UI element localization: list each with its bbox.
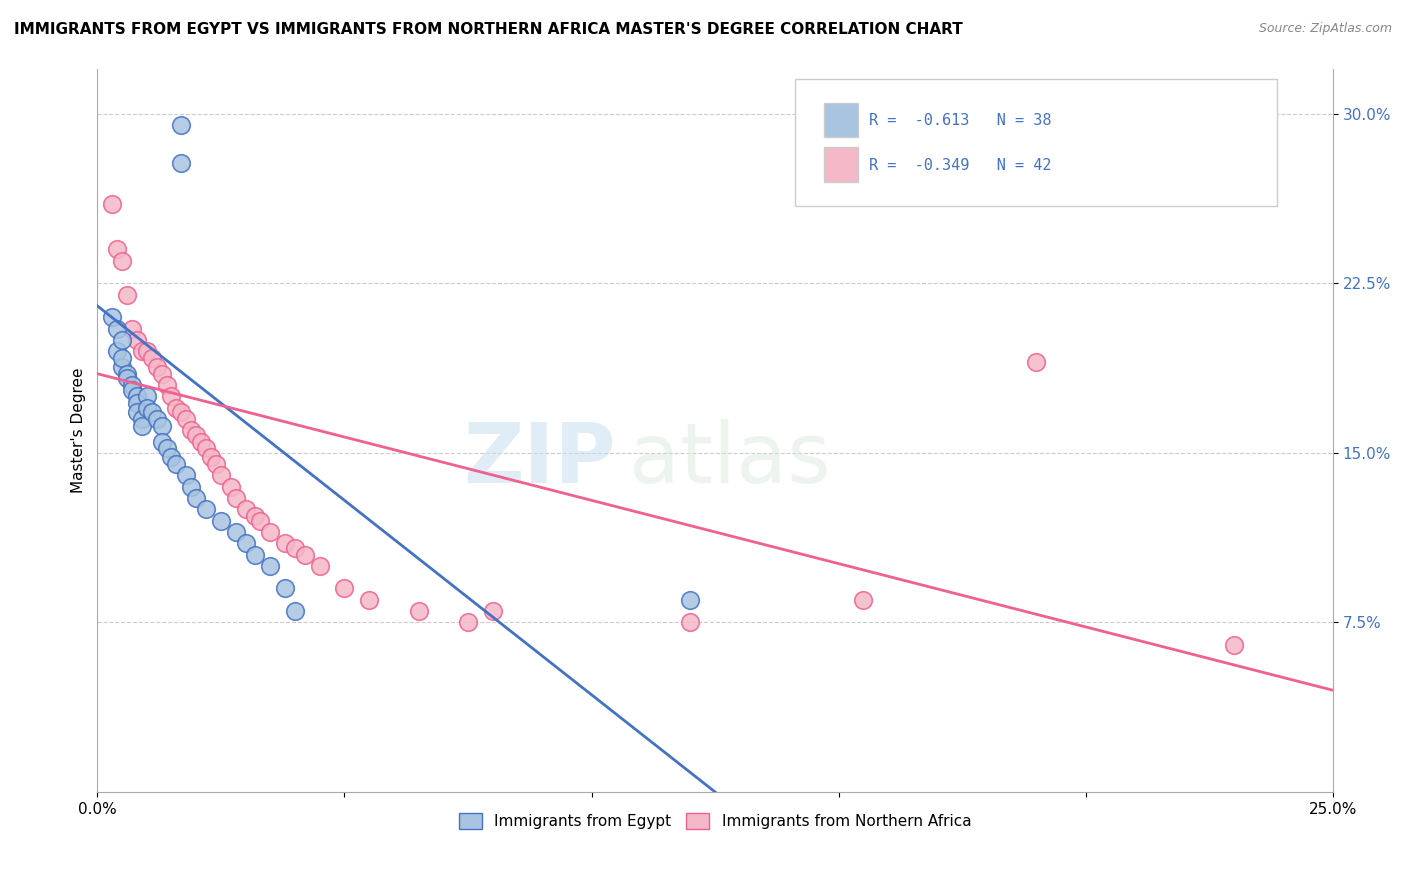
Point: [135, 401, 157, 415]
Point: [190, 434, 212, 449]
Point: [121, 383, 143, 397]
Point: [308, 558, 330, 573]
Text: Source: ZipAtlas.com: Source: ZipAtlas.com: [1258, 22, 1392, 36]
Point: [131, 418, 153, 433]
Point: [170, 405, 193, 419]
Point: [121, 321, 143, 335]
Point: [195, 502, 218, 516]
Point: [101, 197, 124, 211]
Point: [249, 514, 271, 528]
Text: atlas: atlas: [628, 418, 831, 500]
Point: [284, 541, 307, 555]
Point: [245, 548, 267, 562]
Point: [679, 592, 702, 607]
Point: [259, 524, 281, 539]
Point: [457, 615, 479, 630]
Point: [679, 615, 702, 630]
Point: [165, 457, 187, 471]
Point: [150, 434, 173, 449]
Point: [105, 344, 128, 359]
Point: [111, 359, 134, 374]
Point: [155, 378, 177, 392]
Point: [235, 536, 257, 550]
Point: [225, 491, 247, 505]
Point: [145, 412, 167, 426]
Text: ZIP: ZIP: [464, 418, 616, 500]
Text: R =  -0.613   N = 38: R = -0.613 N = 38: [869, 113, 1052, 128]
Legend: Immigrants from Egypt, Immigrants from Northern Africa: Immigrants from Egypt, Immigrants from N…: [453, 806, 977, 835]
Point: [165, 401, 187, 415]
Text: R =  -0.349   N = 42: R = -0.349 N = 42: [869, 158, 1052, 173]
Point: [205, 457, 228, 471]
Point: [115, 287, 138, 301]
Point: [111, 351, 134, 365]
Point: [284, 604, 307, 618]
Point: [141, 405, 163, 419]
Y-axis label: Master's Degree: Master's Degree: [72, 368, 86, 493]
Point: [294, 548, 316, 562]
Point: [115, 367, 138, 381]
Point: [105, 321, 128, 335]
Point: [225, 524, 247, 539]
Point: [125, 333, 148, 347]
FancyBboxPatch shape: [824, 103, 859, 137]
Point: [176, 412, 198, 426]
Point: [209, 514, 232, 528]
Point: [105, 243, 128, 257]
Point: [145, 359, 167, 374]
Point: [141, 351, 163, 365]
FancyBboxPatch shape: [796, 79, 1277, 206]
Point: [150, 418, 173, 433]
Point: [180, 480, 202, 494]
Point: [408, 604, 430, 618]
Point: [180, 423, 202, 437]
Point: [111, 253, 134, 268]
Point: [333, 582, 356, 596]
Point: [170, 118, 193, 132]
Point: [170, 156, 193, 170]
Point: [121, 378, 143, 392]
Point: [200, 450, 222, 465]
Point: [125, 405, 148, 419]
Point: [111, 333, 134, 347]
Point: [186, 491, 208, 505]
Point: [481, 604, 503, 618]
Point: [1223, 638, 1246, 652]
Point: [274, 536, 297, 550]
Point: [125, 389, 148, 403]
Point: [101, 310, 124, 325]
Point: [155, 442, 177, 456]
Point: [245, 509, 267, 524]
Point: [125, 396, 148, 410]
Point: [852, 592, 875, 607]
Point: [131, 412, 153, 426]
Point: [131, 344, 153, 359]
Point: [160, 389, 183, 403]
Point: [209, 468, 232, 483]
Point: [160, 450, 183, 465]
FancyBboxPatch shape: [824, 147, 859, 182]
Point: [274, 582, 297, 596]
Point: [150, 367, 173, 381]
Point: [135, 344, 157, 359]
Point: [195, 442, 218, 456]
Point: [259, 558, 281, 573]
Text: IMMIGRANTS FROM EGYPT VS IMMIGRANTS FROM NORTHERN AFRICA MASTER'S DEGREE CORRELA: IMMIGRANTS FROM EGYPT VS IMMIGRANTS FROM…: [14, 22, 963, 37]
Point: [176, 468, 198, 483]
Point: [235, 502, 257, 516]
Point: [1025, 355, 1047, 369]
Point: [135, 389, 157, 403]
Point: [186, 427, 208, 442]
Point: [115, 371, 138, 385]
Point: [219, 480, 242, 494]
Point: [359, 592, 381, 607]
